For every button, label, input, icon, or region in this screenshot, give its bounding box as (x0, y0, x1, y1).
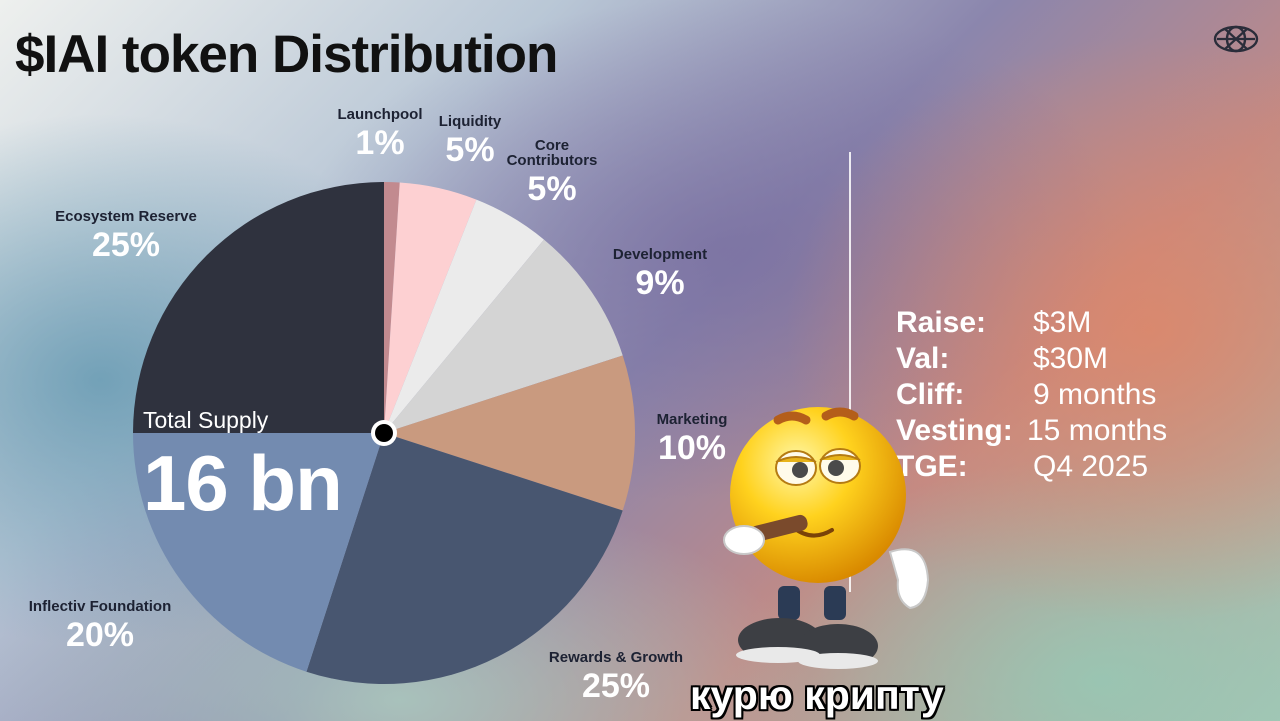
label-rewards-growth: Rewards & Growth 25% (530, 650, 702, 703)
pie-slice-marketing (384, 355, 636, 511)
slice-name-liquidity: Liquidity (438, 113, 502, 130)
stat-value-val: $30M (1033, 342, 1109, 375)
slice-name-ecosystem-reserve: Ecosystem Reserve (55, 208, 197, 225)
stat-key-vesting: Vesting: (896, 414, 1013, 447)
pie-slice-core-contributors (384, 199, 544, 433)
vertical-divider (849, 152, 851, 592)
slice-pct-rewards-growth: 25% (581, 667, 651, 705)
pie-slice-rewards-growth (306, 433, 623, 685)
geometric-sphere-icon (1213, 25, 1259, 53)
pie-slice-liquidity (384, 182, 477, 433)
pie-slice-launchpool (384, 182, 400, 433)
slice-name-inflectiv-foundation: Inflectiv Foundation (28, 598, 172, 615)
slice-name-core-contributors: Core Contributors (506, 137, 598, 169)
slice-pct-development: 9% (635, 264, 685, 302)
smoking-emoji-sticker (723, 407, 930, 669)
stat-key-val: Val: (896, 342, 950, 375)
label-ecosystem-reserve: Ecosystem Reserve 25% (40, 209, 212, 262)
slice-pct-launchpool: 1% (355, 124, 405, 162)
slice-pct-liquidity: 5% (445, 131, 495, 169)
slide-title: $IAI token Distribution (15, 25, 558, 84)
label-liquidity: Liquidity 5% (430, 114, 510, 167)
slice-pct-marketing: 10% (657, 429, 727, 467)
pie-slice-development (384, 239, 623, 433)
slice-name-rewards-growth: Rewards & Growth (548, 649, 684, 666)
stat-key-tge: TGE: (896, 450, 968, 483)
label-development: Development 9% (600, 247, 720, 300)
caption-text: курю крипту (690, 672, 944, 718)
slice-name-development: Development (612, 246, 708, 263)
stat-key-raise: Raise: (896, 306, 987, 339)
label-inflectiv-foundation: Inflectiv Foundation 20% (10, 599, 190, 652)
label-launchpool: Launchpool 1% (334, 107, 426, 160)
label-marketing: Marketing 10% (646, 412, 738, 465)
total-supply-label: Total Supply (143, 407, 269, 433)
pie-slice-inflectiv-foundation (133, 433, 384, 672)
slice-pct-ecosystem-reserve: 25% (91, 226, 161, 264)
pie-center-dot (375, 424, 393, 442)
slice-name-marketing: Marketing (656, 411, 728, 428)
stat-value-vesting: 15 months (1027, 414, 1168, 447)
slice-pct-core-contributors: 5% (527, 170, 577, 208)
slice-name-launchpool: Launchpool (337, 106, 423, 123)
stat-value-cliff: 9 months (1033, 378, 1157, 411)
label-core-contributors: Core Contributors 5% (500, 138, 604, 206)
pie-slice-ecosystem-reserve (133, 182, 384, 433)
stat-value-raise: $3M (1033, 306, 1092, 339)
stat-key-cliff: Cliff: (896, 378, 965, 411)
slice-pct-inflectiv-foundation: 20% (65, 616, 135, 654)
stat-value-tge: Q4 2025 (1033, 450, 1149, 483)
total-supply-value: 16 bn (143, 439, 343, 527)
